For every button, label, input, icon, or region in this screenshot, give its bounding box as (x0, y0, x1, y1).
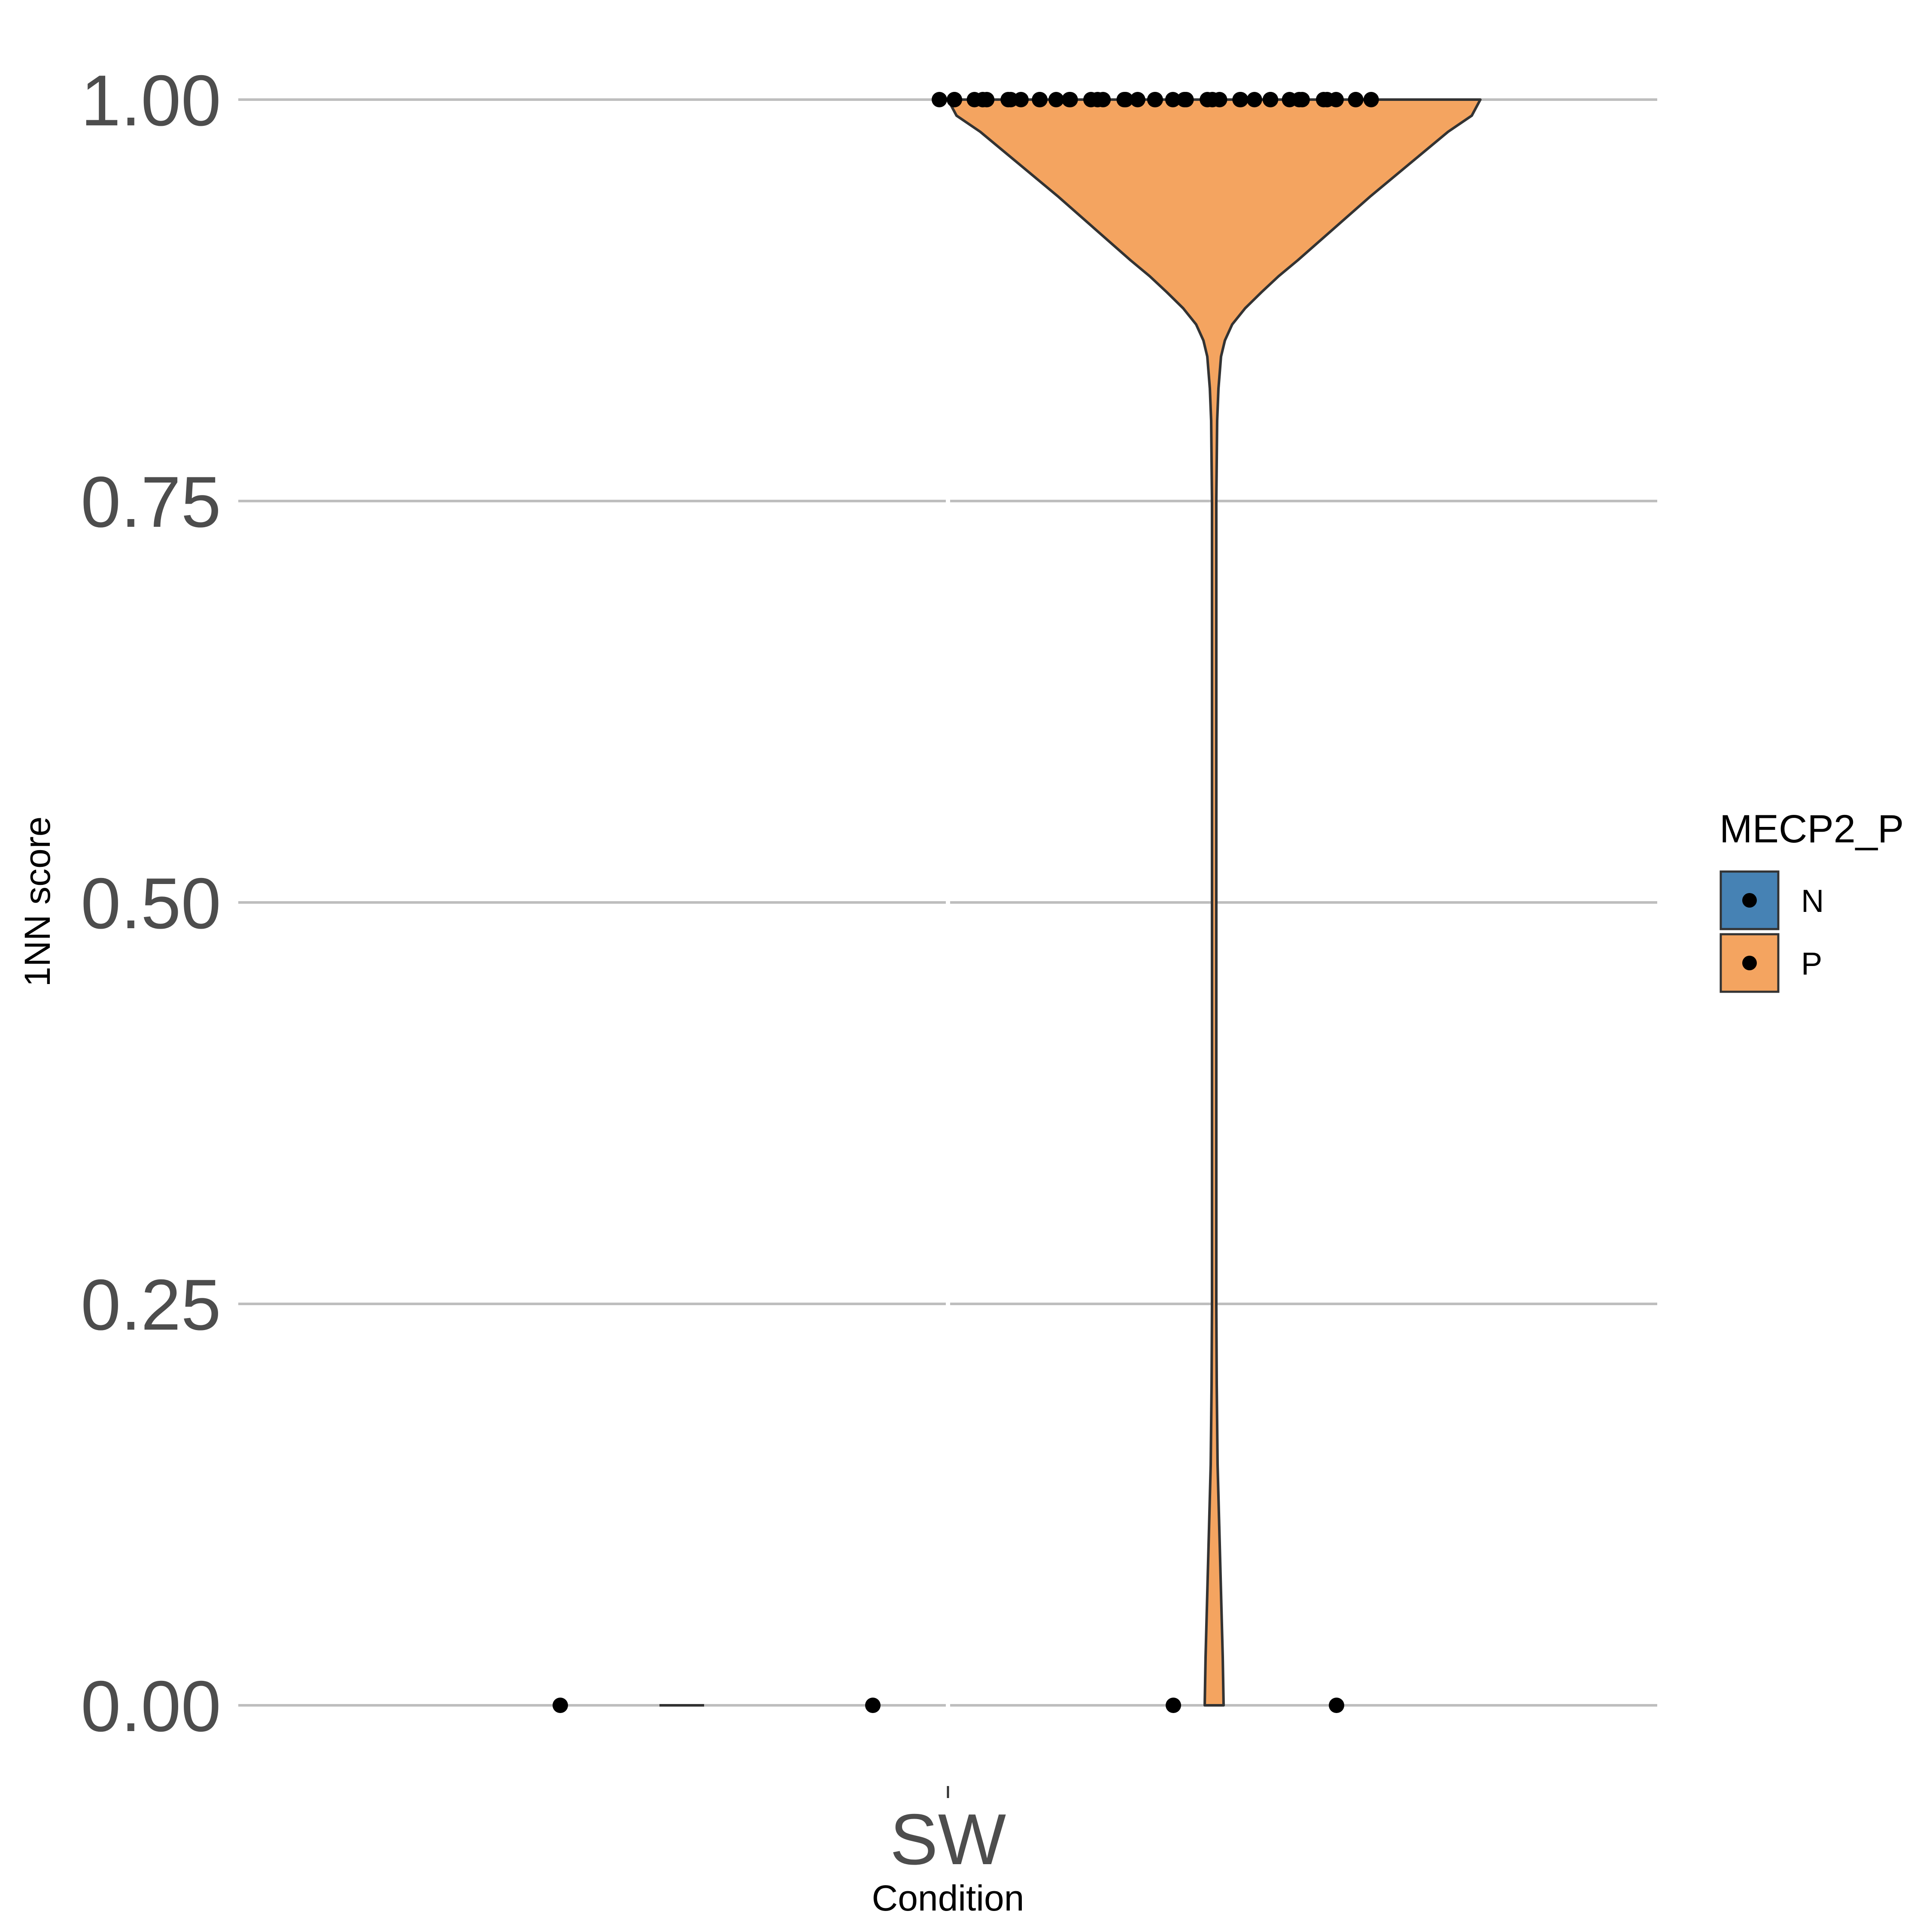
violins (659, 98, 1482, 1707)
point-p-one-0 (932, 92, 947, 107)
y-tick-label-0.50: 0.50 (81, 863, 221, 944)
point-p-one-18 (1118, 92, 1133, 107)
y-axis-tick-labels: 0.00 0.25 0.50 0.75 1.00 (81, 60, 221, 1747)
point-p-one-13 (1062, 92, 1078, 107)
point-p-one-2 (947, 92, 963, 107)
x-axis-title: Condition (872, 1878, 1024, 1918)
point-p-one-41 (1363, 92, 1379, 107)
point-p-one-35 (1294, 92, 1310, 107)
point-p-one-11 (1048, 92, 1064, 107)
point-p-one-16 (1095, 92, 1111, 107)
point-p-one-10 (1032, 92, 1048, 107)
point-p-one-24 (1178, 92, 1194, 107)
point-p-one-27 (1212, 92, 1227, 107)
legend-title: MECP2_P (1719, 807, 1904, 851)
point-p-zero-0 (1166, 1698, 1181, 1713)
y-tick-label-0.75: 0.75 (81, 462, 221, 542)
point-p-one-32 (1262, 92, 1278, 107)
y-axis-title: 1NN score (17, 817, 58, 987)
point-n-1 (865, 1698, 881, 1713)
point-p-one-40 (1348, 92, 1364, 107)
point-p-one-30 (1246, 92, 1262, 107)
y-tick-label-1.00: 1.00 (81, 60, 221, 141)
point-p-one-21 (1147, 92, 1163, 107)
legend-key-n-dot (1742, 893, 1757, 908)
point-p-one-19 (1130, 92, 1145, 107)
data-points (553, 92, 1379, 1713)
violin-p (947, 98, 1482, 1707)
point-n-0 (553, 1698, 568, 1713)
legend-key-p-dot (1742, 956, 1757, 970)
y-tick-label-0.00: 0.00 (81, 1666, 221, 1747)
point-p-one-29 (1233, 92, 1249, 107)
legend-label-p: P (1801, 946, 1822, 981)
point-p-one-5 (979, 92, 995, 107)
point-p-zero-1 (1329, 1698, 1344, 1713)
y-tick-label-0.25: 0.25 (81, 1264, 221, 1345)
point-p-one-8 (1013, 92, 1029, 107)
x-axis: SW (890, 1786, 1006, 1880)
gridlines (238, 64, 1657, 1722)
point-p-one-22 (1165, 92, 1181, 107)
point-p-one-38 (1328, 92, 1344, 107)
legend: MECP2_P N P (1719, 807, 1904, 993)
legend-label-n: N (1801, 883, 1824, 919)
x-tick-label-sw: SW (890, 1799, 1006, 1880)
